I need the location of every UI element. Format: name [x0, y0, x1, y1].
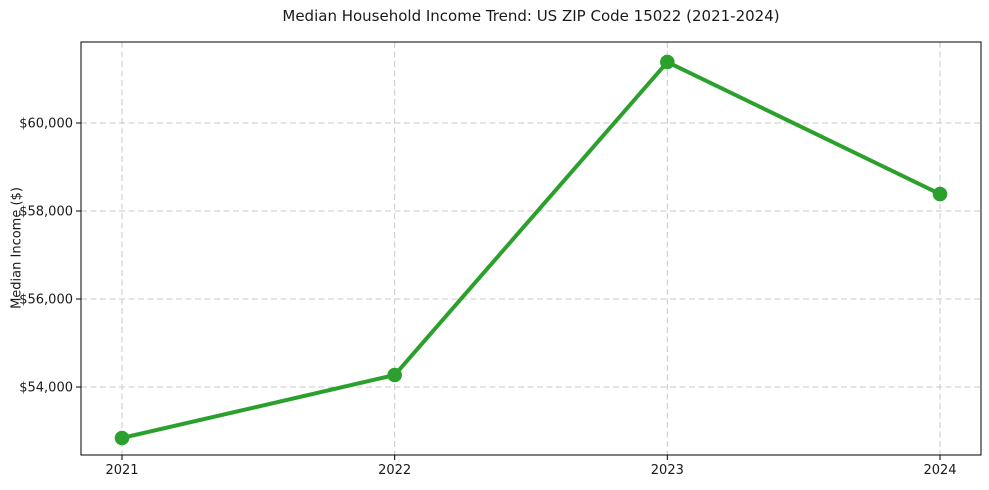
x-tick-label: 2022 — [378, 463, 411, 478]
data-point-marker — [114, 430, 130, 446]
x-tick-label: 2021 — [105, 463, 138, 478]
data-point-marker — [387, 367, 402, 383]
data-point-marker — [660, 54, 675, 70]
y-tick-label: $60,000 — [19, 117, 73, 132]
plot-border — [80, 41, 982, 456]
x-tick-label: 2024 — [923, 463, 956, 478]
x-tick-label: 2023 — [651, 463, 684, 478]
y-tick-label: $56,000 — [19, 293, 73, 308]
data-point-marker — [932, 186, 948, 202]
chart-title: Median Household Income Trend: US ZIP Co… — [282, 7, 780, 25]
trend-line — [120, 60, 942, 441]
y-tick-label: $54,000 — [19, 381, 73, 396]
y-tick-label: $58,000 — [19, 205, 73, 220]
